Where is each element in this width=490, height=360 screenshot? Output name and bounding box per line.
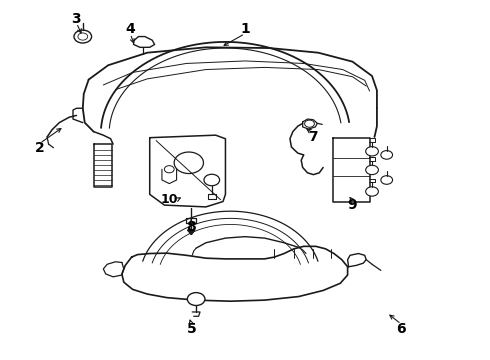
Polygon shape [103, 262, 124, 277]
Circle shape [366, 187, 378, 196]
Polygon shape [122, 246, 347, 301]
Text: 5: 5 [186, 322, 196, 336]
Polygon shape [333, 138, 369, 202]
Text: 9: 9 [348, 198, 357, 212]
Text: 6: 6 [396, 322, 406, 336]
Circle shape [174, 152, 203, 174]
Polygon shape [150, 135, 225, 207]
Text: 8: 8 [186, 220, 196, 234]
Circle shape [204, 174, 220, 186]
Circle shape [74, 30, 92, 43]
Circle shape [305, 120, 315, 127]
Text: 2: 2 [35, 141, 45, 155]
Polygon shape [94, 144, 112, 187]
Circle shape [381, 176, 392, 184]
Circle shape [366, 165, 378, 175]
Circle shape [164, 166, 174, 173]
Text: 7: 7 [309, 130, 318, 144]
Circle shape [187, 293, 205, 306]
Text: 4: 4 [125, 22, 135, 36]
Circle shape [366, 147, 378, 156]
Circle shape [381, 150, 392, 159]
Polygon shape [347, 253, 366, 267]
Text: 3: 3 [72, 12, 81, 26]
Text: 10: 10 [161, 193, 178, 206]
Text: 1: 1 [240, 22, 250, 36]
Polygon shape [188, 230, 195, 234]
